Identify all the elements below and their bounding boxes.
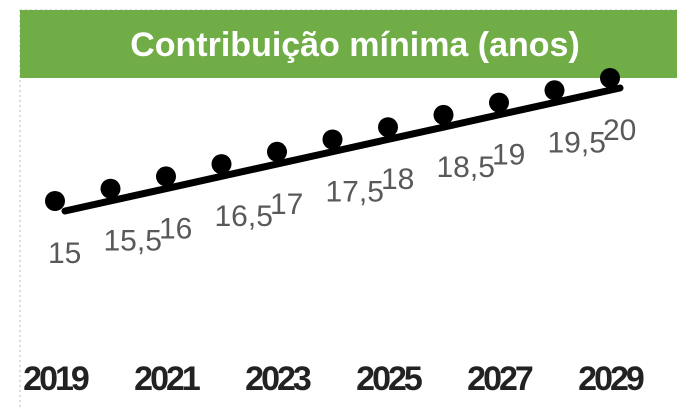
x-tick-label: 2029 — [578, 360, 644, 398]
data-label: 19,5 — [548, 126, 606, 159]
x-tick-label: 2025 — [356, 360, 422, 398]
data-point — [600, 68, 620, 88]
chart-title: Contribuição mínima (anos) — [130, 26, 580, 64]
title-bar — [20, 10, 677, 78]
data-point — [267, 141, 287, 162]
x-tick-label: 2023 — [245, 360, 311, 398]
data-label: 15,5 — [104, 225, 162, 258]
x-tick-label: 2019 — [23, 360, 89, 398]
data-point — [156, 166, 176, 187]
data-label: 19 — [492, 139, 525, 172]
trendline — [61, 84, 624, 215]
data-label: 17 — [270, 188, 303, 221]
data-point — [378, 117, 398, 138]
data-point — [433, 104, 454, 125]
x-tick-label: 2027 — [467, 360, 533, 398]
data-point — [489, 92, 509, 113]
x-tick-label: 2021 — [134, 360, 200, 398]
data-point — [100, 178, 121, 199]
data-label: 20 — [603, 114, 636, 147]
data-label: 16 — [159, 212, 192, 245]
data-label: 18 — [381, 163, 414, 196]
data-label: 18,5 — [437, 151, 495, 184]
data-point — [211, 154, 232, 175]
data-point — [45, 191, 65, 211]
data-label: 17,5 — [326, 176, 384, 209]
data-point — [322, 129, 343, 150]
data-label: 16,5 — [215, 200, 273, 233]
data-point — [544, 80, 565, 101]
data-label: 15 — [48, 237, 81, 270]
